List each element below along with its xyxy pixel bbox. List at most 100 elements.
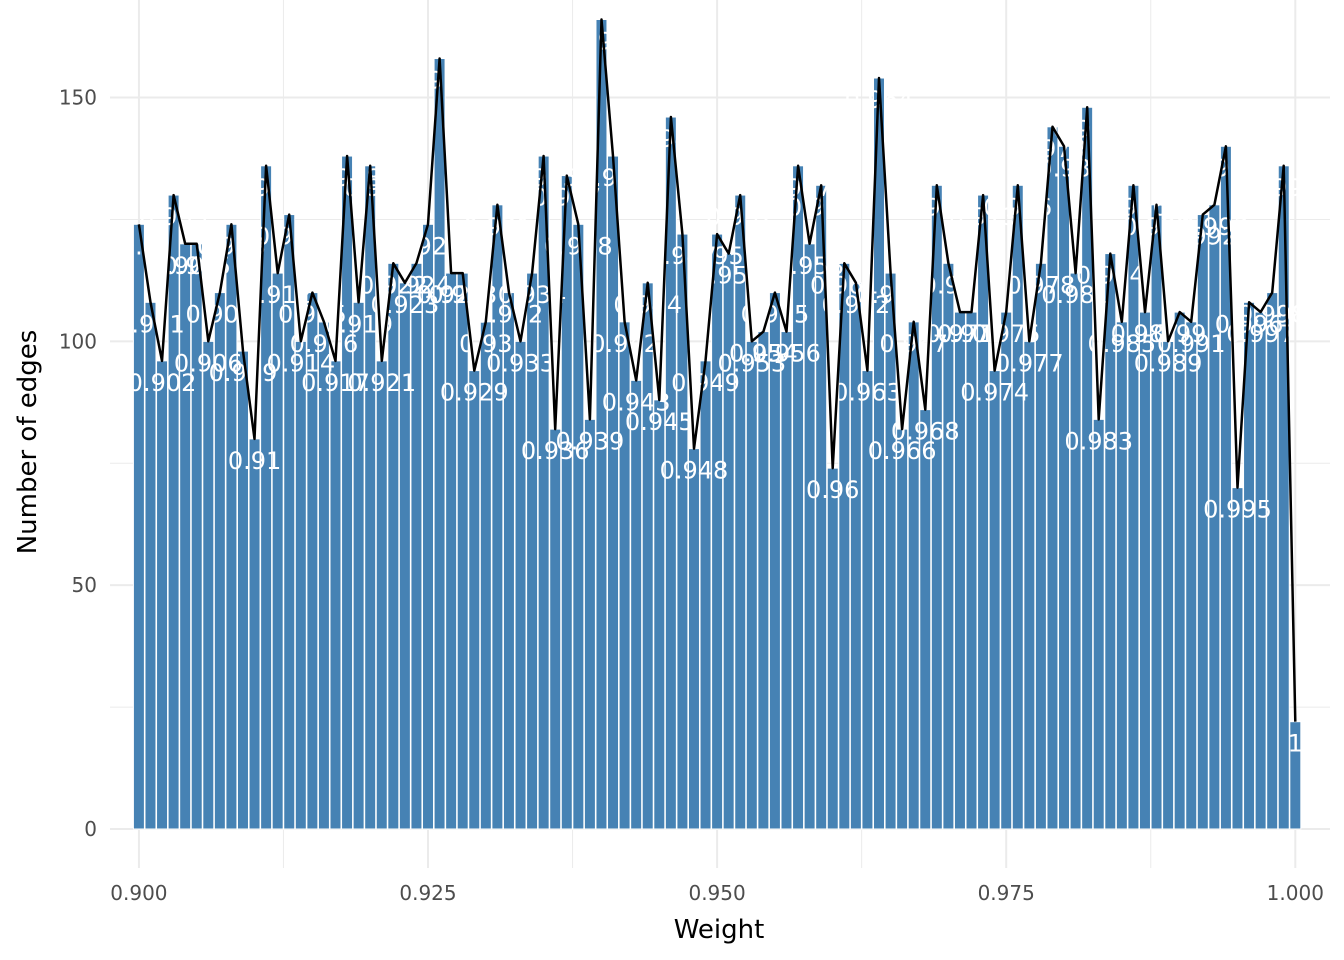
bar-value-label: 0.993 <box>1180 213 1249 241</box>
bar-value-label: 0.958 <box>775 252 844 280</box>
bars <box>132 19 1302 830</box>
bar-value-label: 0.905 <box>162 252 231 280</box>
bar <box>699 360 712 830</box>
bar <box>1231 487 1244 830</box>
bar <box>1069 272 1082 830</box>
y-tick-label: 0 <box>84 817 97 841</box>
bar-value-label: 0.995 <box>1203 496 1272 524</box>
bar <box>583 418 596 830</box>
bar <box>1185 321 1198 830</box>
bar <box>919 409 932 830</box>
bar <box>1173 311 1186 830</box>
bar-value-label: 0.929 <box>440 379 509 407</box>
bar <box>757 331 770 830</box>
bar <box>468 370 481 830</box>
x-axis-title: Weight <box>674 915 765 945</box>
bar <box>236 350 249 830</box>
bar <box>988 370 1001 830</box>
y-tick-label: 150 <box>59 86 97 110</box>
bar-value-label: 0.99 <box>1153 320 1206 348</box>
bar <box>190 243 203 830</box>
bar <box>572 223 585 830</box>
bar-value-label: 0.967 <box>879 330 948 358</box>
bar <box>1023 340 1036 830</box>
bar <box>1150 204 1163 830</box>
bar-value-label: 0.989 <box>1134 349 1203 377</box>
bar <box>896 428 909 830</box>
bar <box>387 262 400 830</box>
bar-value-label: 0.992 <box>1168 223 1237 251</box>
bar <box>398 282 411 830</box>
trend-line-group <box>137 18 1297 722</box>
bar <box>1289 721 1302 830</box>
bar-value-label: 0.962 <box>822 291 891 319</box>
bar <box>849 282 862 830</box>
bar <box>1034 262 1047 830</box>
bar-value-label: 0.921 <box>347 369 416 397</box>
bar-value-label: 0.956 <box>752 340 821 368</box>
bar-value-label: 0.928 <box>428 281 497 309</box>
bar-value-label: 0.922 <box>359 271 428 299</box>
bar <box>734 194 747 830</box>
bar-value-label: 0.917 <box>301 369 370 397</box>
bar-value-label: 0.923 <box>371 291 440 319</box>
bar-value-label: 0.972 <box>937 320 1006 348</box>
bar <box>1266 292 1279 830</box>
x-tick-label: 0.975 <box>978 881 1035 905</box>
bar <box>711 233 724 830</box>
bar <box>780 331 793 830</box>
bar <box>907 321 920 830</box>
bar-value-label: 1 <box>1288 730 1303 758</box>
bar <box>294 340 307 830</box>
bar-value-label: 0.951 <box>694 262 763 290</box>
bar <box>375 360 388 830</box>
bar-value-label: 0.91 <box>228 447 281 475</box>
bar <box>803 243 816 830</box>
y-tick-label: 50 <box>72 573 97 597</box>
bar-value-label: 0.901 <box>116 310 185 338</box>
x-tick-label: 0.950 <box>688 881 745 905</box>
bar <box>433 58 446 830</box>
trend-line <box>137 18 1297 722</box>
bar <box>977 194 990 830</box>
bar-value-label: 0.93 <box>459 330 512 358</box>
bar <box>1254 311 1267 830</box>
bar-value-label: 0.906 <box>174 349 243 377</box>
bar-value-label: 0.997 <box>1226 320 1295 348</box>
bar-value-label: 0.907 <box>185 301 254 329</box>
bar <box>445 272 458 830</box>
bar-value-label: 0.96 <box>806 476 859 504</box>
axis-ticks: 0.900 0.925 0.950 0.975 1.000 0 50 100 150 <box>59 86 1324 905</box>
bar <box>1058 145 1071 830</box>
bar-value-label: 0.97 <box>922 271 975 299</box>
bar-value-label: 0.9 <box>120 232 158 260</box>
bar-value-label: 0.985 <box>1087 330 1156 358</box>
bar-value-label: 0.925 <box>394 232 463 260</box>
bar <box>317 321 330 830</box>
bar-value-label: 0.955 <box>741 301 810 329</box>
bar <box>364 165 377 830</box>
bar <box>745 340 758 830</box>
bar-value-label: 0.948 <box>660 457 729 485</box>
bar-value-label: 0.915 <box>278 301 347 329</box>
bar-value-label: 0.936 <box>521 437 590 465</box>
bar-value-label: 0.924 <box>382 271 451 299</box>
bar <box>1046 126 1059 830</box>
bar <box>410 262 423 830</box>
bar <box>248 438 261 830</box>
bar-value-label: 0.902 <box>128 369 197 397</box>
bar-value-label: 0.942 <box>590 330 659 358</box>
bar-value-label: 0.971 <box>926 320 995 348</box>
bar-value-label: 0.909 <box>209 359 278 387</box>
bar <box>549 428 562 830</box>
bar <box>1138 311 1151 830</box>
bar-value-label: 0.945 <box>625 408 694 436</box>
bar <box>630 379 643 830</box>
bar <box>341 155 354 830</box>
bar <box>514 340 527 830</box>
bar-value-label: 0.949 <box>671 369 740 397</box>
bar-value-label: 0.954 <box>729 340 798 368</box>
bar-value-label: 0.933 <box>486 349 555 377</box>
